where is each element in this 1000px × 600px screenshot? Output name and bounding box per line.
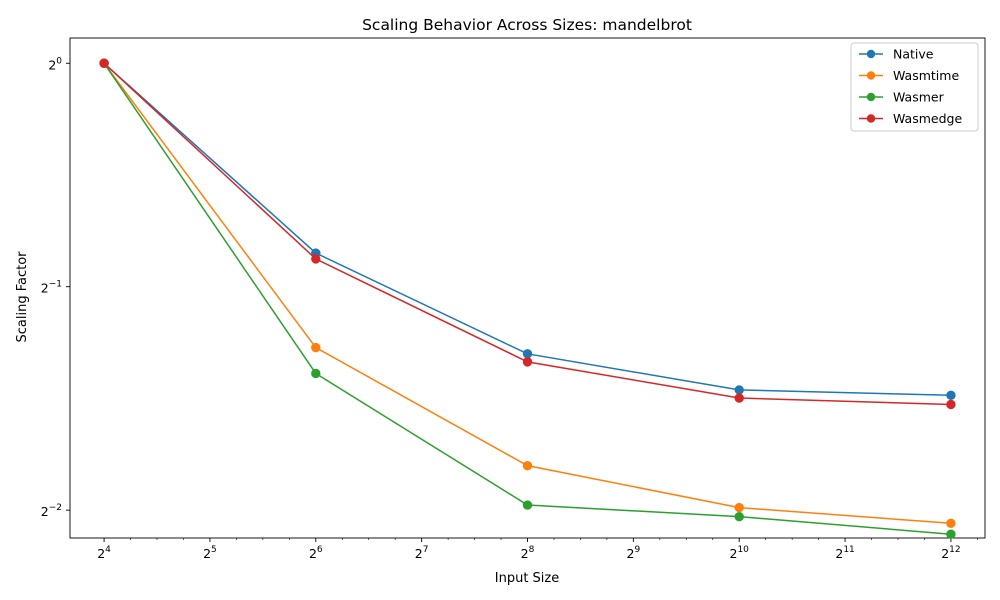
x-tick-label: 210 bbox=[730, 545, 750, 561]
x-tick-label-exponent: 5 bbox=[211, 545, 217, 555]
x-tick-label-base: 2 bbox=[415, 546, 423, 561]
y-tick-label-base: 2 bbox=[41, 504, 49, 519]
legend-marker-wasmtime bbox=[866, 71, 876, 80]
x-tick-label-exponent: 7 bbox=[423, 545, 429, 555]
data-point-wasmedge bbox=[946, 399, 956, 410]
legend-label-native: Native bbox=[893, 47, 934, 62]
y-tick-label: 2−1 bbox=[41, 280, 62, 296]
x-tick-label-exponent: 6 bbox=[317, 545, 323, 555]
x-tick-label-base: 2 bbox=[941, 546, 949, 561]
data-point-wasmedge bbox=[311, 254, 321, 264]
legend-label-wasmedge: Wasmedge bbox=[893, 111, 962, 126]
y-tick-label: 2−2 bbox=[41, 503, 62, 519]
x-tick-label-base: 2 bbox=[521, 546, 529, 561]
x-tick-label: 24 bbox=[97, 545, 111, 561]
data-point-wasmtime bbox=[946, 518, 956, 528]
legend-label-wasmtime: Wasmtime bbox=[893, 68, 959, 83]
x-tick-label: 28 bbox=[521, 545, 535, 561]
x-tick-label-base: 2 bbox=[835, 546, 843, 561]
legend-marker-wasmer bbox=[866, 92, 876, 102]
x-tick-label-exponent: 12 bbox=[949, 545, 960, 555]
x-tick-label: 211 bbox=[835, 545, 854, 561]
data-point-wasmedge bbox=[734, 393, 744, 403]
y-axis-label: Scaling Factor bbox=[15, 251, 30, 343]
legend: Native Wasmtime Wasmer Wasmedge bbox=[850, 42, 979, 132]
x-tick-label-exponent: 8 bbox=[529, 545, 535, 555]
legend-box bbox=[850, 42, 979, 132]
data-point-wasmtime bbox=[311, 342, 321, 353]
x-tick-label-exponent: 11 bbox=[843, 545, 854, 555]
legend-label-wasmer: Wasmer bbox=[893, 90, 945, 105]
x-tick-label-base: 2 bbox=[730, 546, 738, 561]
data-point-wasmer bbox=[734, 511, 744, 522]
legend-marker-native bbox=[866, 49, 876, 59]
data-point-wasmtime bbox=[734, 502, 744, 513]
data-point-wasmer bbox=[311, 368, 321, 379]
x-tick-label-exponent: 4 bbox=[105, 545, 111, 555]
chart-title: Scaling Behavior Across Sizes: mandelbro… bbox=[362, 16, 692, 34]
x-tick-label: 29 bbox=[627, 545, 641, 561]
y-tick-label-base: 2 bbox=[48, 57, 56, 72]
y-tick-label: 20 bbox=[48, 56, 62, 72]
y-tick-label-exponent: 0 bbox=[56, 56, 62, 66]
data-point-wasmer bbox=[522, 500, 533, 510]
x-tick-label: 27 bbox=[415, 545, 429, 561]
x-axis-label: Input Size bbox=[495, 571, 559, 586]
data-point-native bbox=[522, 349, 533, 359]
data-point-native bbox=[734, 385, 744, 395]
x-tick-label-exponent: 10 bbox=[737, 545, 749, 555]
data-point-wasmedge bbox=[522, 357, 533, 367]
x-tick-label-base: 2 bbox=[627, 546, 635, 561]
x-tick-label-base: 2 bbox=[97, 546, 105, 561]
x-tick-label: 25 bbox=[203, 545, 217, 561]
data-point-wasmer bbox=[946, 529, 956, 539]
x-tick-label-exponent: 9 bbox=[634, 545, 640, 555]
data-point-wasmtime bbox=[522, 460, 533, 471]
data-point-wasmedge bbox=[99, 58, 109, 68]
y-tick-label-exponent: −1 bbox=[49, 280, 62, 290]
x-tick-label-base: 2 bbox=[203, 546, 211, 561]
y-tick-label-base: 2 bbox=[41, 281, 49, 296]
x-tick-label: 212 bbox=[941, 545, 960, 561]
y-tick-label-exponent: −2 bbox=[49, 503, 62, 513]
x-tick-label-base: 2 bbox=[309, 546, 317, 561]
x-tick-label: 26 bbox=[309, 545, 323, 561]
data-point-native bbox=[946, 390, 956, 400]
legend-marker-wasmedge bbox=[866, 114, 876, 123]
